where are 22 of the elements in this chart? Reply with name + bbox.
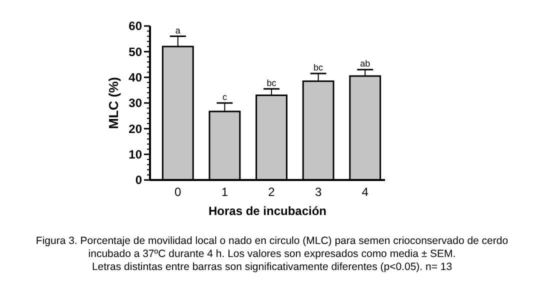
annotation: bc: [314, 62, 324, 72]
y-tick-label: 10: [128, 148, 142, 162]
text: Figura 3. Porcentaje de movilidad local o nado en circulo (MLC) para semen crioconservado de cerdo: [36, 235, 508, 247]
x-tick-label: 3: [314, 185, 322, 199]
x-axis-title: Horas de incubación: [208, 204, 327, 218]
text: incubado a 37ºC durante 4 h. Los valores son expresados como media ± SEM.: [88, 248, 456, 260]
y-tick-label: 50: [128, 44, 142, 59]
annotation: ab: [360, 58, 370, 69]
y-axis-title: MLC (%): [106, 77, 121, 129]
x-tick-label: 0: [174, 185, 182, 199]
y-tick-label: 20: [128, 122, 142, 136]
x-tick-label: 1: [221, 185, 228, 199]
y-tick-label: 60: [128, 19, 142, 34]
x-tick-label: 2: [268, 185, 276, 199]
y-tick-label: 30: [128, 96, 142, 110]
text: Letras distintas entre barras son significativamente diferentes (p<0.05). n= 13: [92, 261, 452, 273]
y-tick-label: 40: [128, 70, 142, 85]
annotation: bc: [266, 78, 277, 88]
x-tick-label: 4: [362, 185, 369, 199]
annotation: c: [222, 92, 228, 102]
y-tick-label: 0: [135, 173, 142, 188]
annotation: a: [175, 25, 180, 36]
